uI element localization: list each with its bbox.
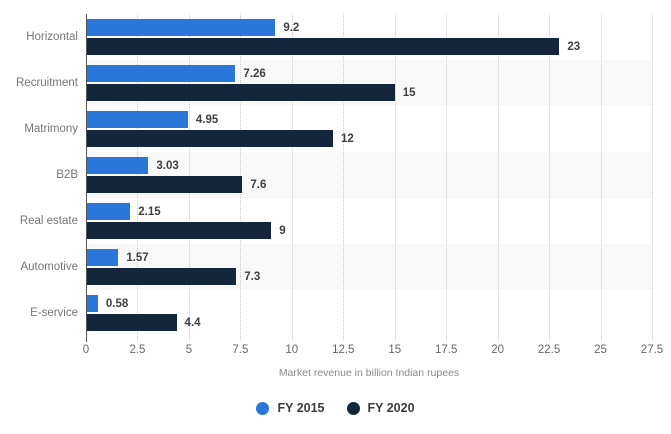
category-band-matrimony: 4.95 12 [86, 106, 652, 152]
bar-fy-2020-matrimony[interactable] [86, 130, 333, 147]
category-axis: Horizontal Recruitment Matrimony B2B Real es… [0, 14, 78, 336]
x-tick-7.5: 7.5 [232, 344, 249, 356]
category-band-e-service: 0.58 4.4 [86, 290, 652, 336]
category-label-recruitment: Recruitment [16, 77, 78, 89]
legend-item-fy-2015[interactable]: FY 2015 [256, 401, 325, 415]
x-tick-20: 20 [491, 344, 505, 356]
x-tick-2.5: 2.5 [129, 344, 146, 356]
bar-fy-2015-recruitment[interactable] [86, 65, 236, 82]
bar-value-label: 7.26 [243, 67, 266, 80]
bar-row: 4.4 [86, 314, 652, 331]
y-axis-line [86, 14, 87, 342]
x-tick-22.5: 22.5 [537, 344, 561, 356]
x-tick-0: 0 [82, 344, 90, 356]
x-tick-27.5: 27.5 [640, 344, 664, 356]
bar-row: 7.26 [86, 65, 652, 82]
bar-fy-2020-real-estate[interactable] [86, 222, 272, 239]
category-label-automotive: Automotive [20, 261, 78, 273]
bar-value-label: 4.4 [184, 316, 201, 329]
category-label-horizontal: Horizontal [26, 31, 78, 43]
legend-label: FY 2020 [367, 401, 415, 415]
bar-row: 12 [86, 130, 652, 147]
bar-row: 0.58 [86, 295, 652, 312]
bar-value-label: 1.57 [126, 251, 149, 264]
category-label-real-estate: Real estate [19, 215, 78, 227]
gridline-27.5 [652, 14, 653, 341]
legend: FY 2015 FY 2020 [0, 401, 671, 415]
bar-fy-2020-horizontal[interactable] [86, 38, 560, 55]
legend-label: FY 2015 [277, 401, 325, 415]
bar-row: 1.57 [86, 249, 652, 266]
category-band-real-estate: 2.15 9 [86, 198, 652, 244]
bar-value-label: 7.6 [250, 178, 267, 191]
bar-value-label: 2.15 [138, 205, 161, 218]
category-band-recruitment: 7.26 15 [86, 60, 652, 106]
bar-fy-2015-matrimony[interactable] [86, 111, 188, 128]
bar-fy-2020-recruitment[interactable] [86, 84, 395, 101]
category-label-e-service: E-service [30, 307, 78, 319]
bar-fy-2015-horizontal[interactable] [86, 19, 276, 36]
bar-value-label: 9.2 [283, 21, 300, 34]
x-tick-25: 25 [594, 344, 607, 356]
bar-value-label: 15 [402, 86, 416, 99]
plot-area: 9.2 23 7.26 15 4.95 12 3.03 7.6 2.15 9 1.57 7.3 0.58… [86, 14, 653, 342]
category-band-automotive: 1.57 7.3 [86, 244, 652, 290]
bar-row: 15 [86, 84, 652, 101]
bar-row: 7.3 [86, 268, 652, 285]
bar-value-label: 9 [279, 224, 286, 237]
bars-layer: 9.2 23 7.26 15 4.95 12 3.03 7.6 2.15 9 1.57 7.3 0.58… [86, 14, 652, 336]
legend-item-fy-2020[interactable]: FY 2020 [346, 401, 415, 415]
bar-fy-2015-real-estate[interactable] [86, 203, 131, 220]
x-axis-label: Market revenue in billion Indian rupees [278, 367, 460, 379]
bar-row: 2.15 [86, 203, 652, 220]
bar-fy-2020-automotive[interactable] [86, 268, 237, 285]
bar-row: 23 [86, 38, 652, 55]
bar-fy-2015-e-service[interactable] [86, 295, 98, 312]
legend-dot-icon [256, 401, 270, 415]
bar-row: 4.95 [86, 111, 652, 128]
category-band-b2b: 3.03 7.6 [86, 152, 652, 198]
x-axis: 0 2.5 5 7.5 10 12.5 15 17.5 20 22.5 25 27.5 [0, 344, 671, 360]
category-label-b2b: B2B [56, 169, 78, 181]
x-tick-15: 15 [388, 344, 402, 356]
category-band-horizontal: 9.2 23 [86, 14, 652, 60]
x-tick-12.5: 12.5 [332, 344, 355, 356]
bar-fy-2020-e-service[interactable] [86, 314, 177, 331]
x-tick-17.5: 17.5 [434, 344, 458, 356]
bar-value-label: 7.3 [244, 270, 261, 283]
category-label-matrimony: Matrimony [24, 123, 78, 135]
bar-fy-2020-b2b[interactable] [86, 176, 243, 193]
bar-value-label: 3.03 [156, 159, 179, 172]
bar-value-label: 23 [567, 40, 581, 53]
legend-dot-icon [346, 401, 360, 415]
bar-row: 9 [86, 222, 652, 239]
bar-row: 7.6 [86, 176, 652, 193]
bar-fy-2015-automotive[interactable] [86, 249, 119, 266]
bar-value-label: 4.95 [195, 113, 219, 126]
bar-fy-2015-b2b[interactable] [86, 157, 149, 174]
bar-row: 3.03 [86, 157, 652, 174]
bar-value-label: 12 [340, 132, 354, 145]
x-tick-5: 5 [185, 344, 193, 356]
x-tick-10: 10 [285, 344, 299, 356]
bar-row: 9.2 [86, 19, 652, 36]
bar-value-label: 0.58 [105, 297, 129, 310]
